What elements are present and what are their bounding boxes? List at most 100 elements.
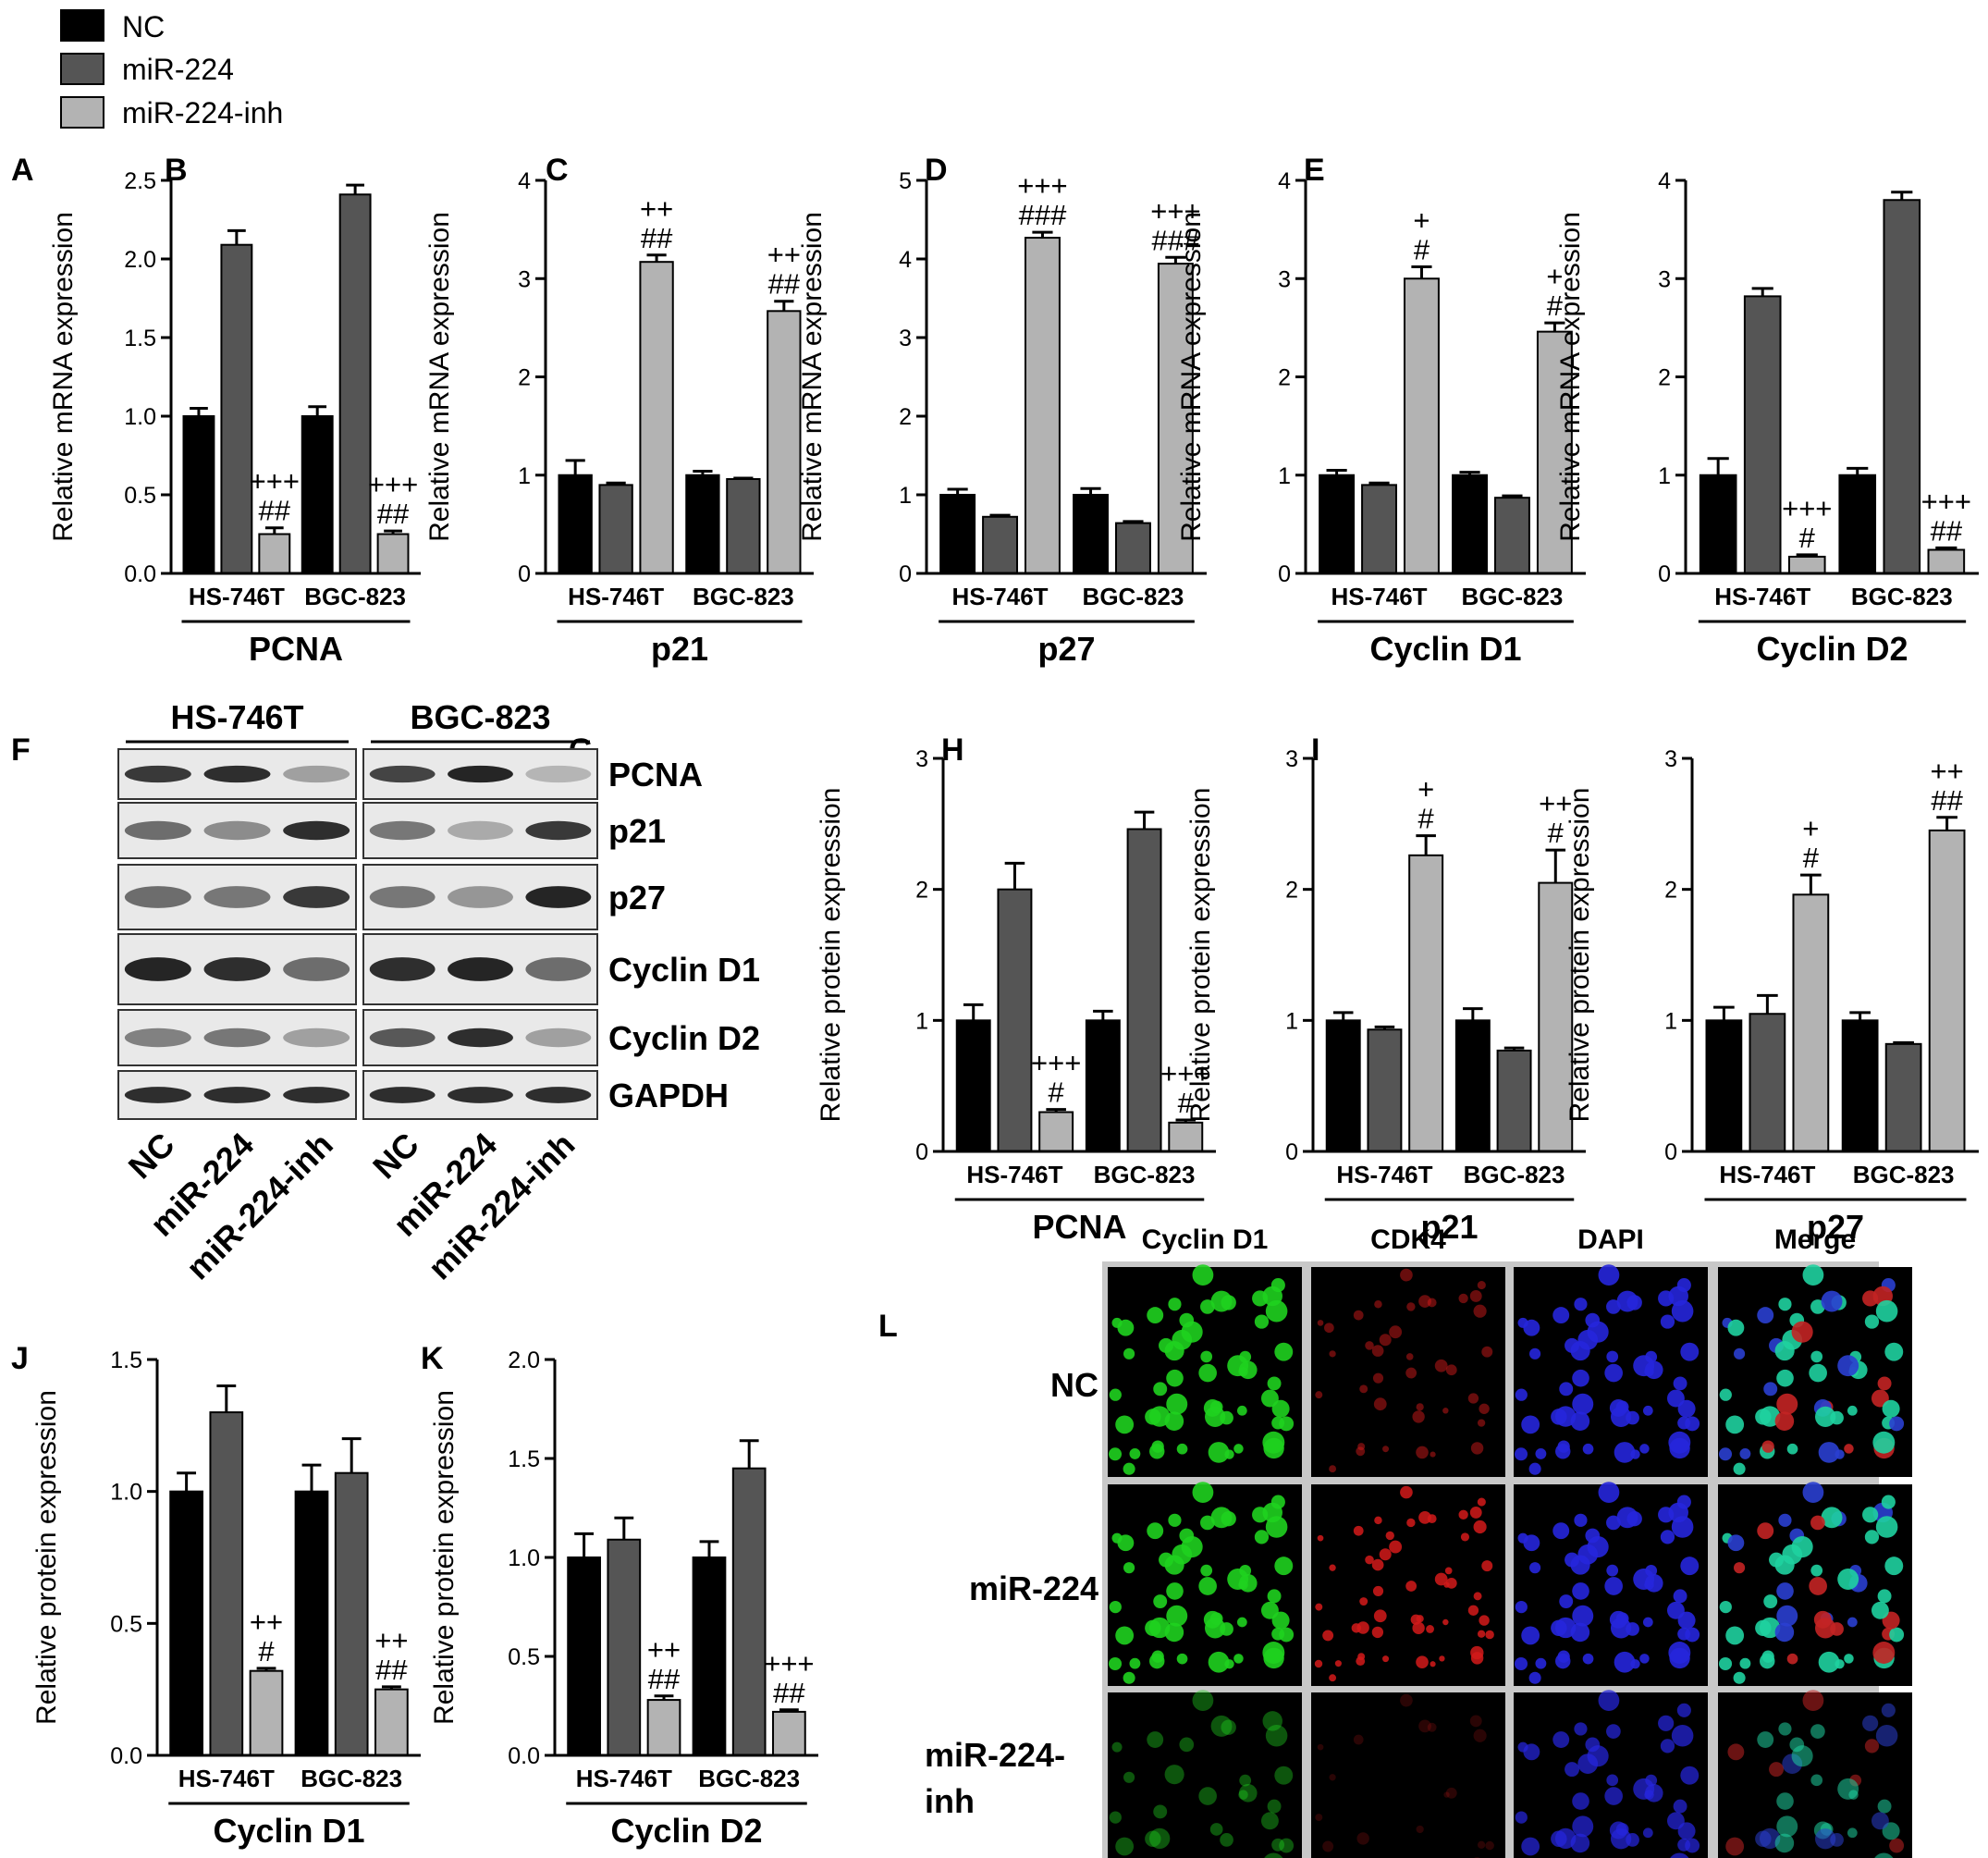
if-cell-signal [1329,1564,1336,1571]
if-cell-signal [1616,1290,1638,1312]
if-cell-signal [1405,1581,1417,1592]
if-cell-signal [1889,1838,1905,1853]
if-cell-signal [1485,1630,1494,1640]
blot-band [369,765,436,783]
if-cell-signal [1262,1642,1285,1664]
if-cell-signal [1356,1832,1369,1845]
if-cell-signal [1847,1827,1858,1839]
x-axis-title: p21 [651,630,708,668]
y-tick-label: 1 [1285,1008,1298,1034]
significance-marker: +++ [1031,1047,1081,1079]
if-cell-signal [1210,1290,1233,1312]
x-category-label: BGC-823 [1462,583,1564,610]
if-cell-signal [1763,1594,1778,1608]
if-cell-signal [1271,1611,1290,1630]
if-channel-label: Merge [1774,1224,1856,1255]
if-cell-signal [1469,1289,1482,1302]
if-cell-signal [1760,1653,1775,1669]
if-cell-signal [1148,1406,1171,1427]
if-cell-signal [1147,1307,1164,1324]
if-cell-signal [1460,1532,1470,1542]
if-image-tile [1108,1690,1302,1858]
y-tick-label: 0.5 [508,1644,540,1670]
if-image-tile [1514,1690,1708,1858]
if-cell-signal [1685,1838,1700,1853]
if-cell-signal [1814,1618,1836,1639]
if-cell-signal [1572,1792,1589,1810]
bar-mir-224-bgc-823 [731,1467,767,1756]
bar-mir-224-inh-hs-746t [1792,893,1830,1152]
if-cell-signal [1810,1774,1823,1787]
if-cell-signal [1864,1314,1880,1329]
x-axis-title: Cyclin D2 [1756,630,1908,668]
if-cell-signal [1317,1743,1324,1751]
if-cell-signal [1123,1771,1135,1783]
if-tile-background [1108,1692,1302,1858]
if-cell-signal [1168,1513,1182,1527]
immunofluorescence-panel: L Cyclin D1 CDK4 DAPI Merge NC miR-224 miR-224… [878,1224,1912,1858]
if-cell-signal [1604,1363,1623,1383]
y-tick-label: 2 [518,365,531,391]
significance-marker: +++ [250,465,300,498]
y-axis-label: Relative mRNA expression [797,212,828,542]
blot-band [525,765,592,783]
if-cell-signal [1872,1431,1896,1454]
y-tick-label: 5 [899,168,912,194]
if-cell-signal [1755,1409,1772,1425]
if-cell-signal [1236,1405,1247,1416]
y-tick-label: 0.0 [110,1743,142,1769]
y-tick-label: 2 [1664,878,1677,904]
y-axis-label: Relative protein expression [429,1390,460,1725]
if-cell-signal [1445,1364,1457,1376]
x-category-label: HS-746T [1714,583,1810,610]
if-cell-signal [1774,1622,1795,1643]
significance-marker: # [1414,234,1430,266]
significance-marker: # [1178,1087,1195,1119]
blot-protein-label: GAPDH [608,1077,729,1114]
if-cell-signal [1418,1295,1431,1308]
blot-band [448,1027,513,1048]
if-cell-signal [1802,1690,1824,1712]
if-cell-signal [1776,1393,1798,1415]
if-cell-signal [1523,1743,1540,1761]
legend-swatch-mir224 [60,53,104,85]
if-cell-signal [1267,1589,1282,1604]
bar-nc-hs-746t [1705,1019,1743,1153]
bar-nc-hs-746t [955,1019,991,1153]
if-cell-signal [1166,1369,1184,1387]
x-axis-title: Cyclin D1 [213,1812,364,1850]
if-cell-signal [1416,1825,1424,1834]
y-tick-label: 0.5 [124,483,156,509]
if-cell-signal [1220,1410,1233,1425]
if-cell-signal [1614,1651,1636,1673]
if-cell-signal [1776,1605,1798,1627]
legend-swatch-nc [60,9,104,42]
panel-letter-k: K [421,1341,444,1376]
if-cell-signal [1427,1298,1437,1308]
if-cell-signal [1521,1626,1540,1645]
if-cell-signal [1642,1405,1653,1416]
x-axis-title: Cyclin D2 [610,1812,762,1850]
if-cell-signal [1412,1621,1425,1634]
if-cell-signal [1108,1656,1123,1671]
if-cell-signal [1418,1510,1431,1524]
if-cell-signal [1166,1582,1184,1600]
if-cell-signal [1734,1562,1746,1574]
if-cell-signal [1604,1577,1623,1595]
bar-mir-224-bgc-823 [1884,1042,1922,1153]
chart-panel-g: GRelative protein expression0123HS-746TB… [569,732,1216,1246]
if-cell-signal [1198,1787,1217,1805]
if-cell-signal [1467,1393,1479,1404]
if-cell-signal [1279,1838,1295,1853]
if-cell-signal [1208,1442,1230,1463]
y-tick-label: 0 [899,561,912,587]
significance-marker: +++ [764,1647,814,1680]
if-cell-signal [1262,1431,1285,1454]
if-cell-signal [1557,1440,1570,1453]
significance-marker: +++ [1782,492,1832,524]
y-tick-label: 1 [1658,463,1671,489]
bar-nc-hs-746t [182,415,215,574]
if-cell-signal [1481,1346,1493,1358]
if-cell-signal [1238,1366,1248,1377]
panel-letter-c: C [546,153,569,188]
